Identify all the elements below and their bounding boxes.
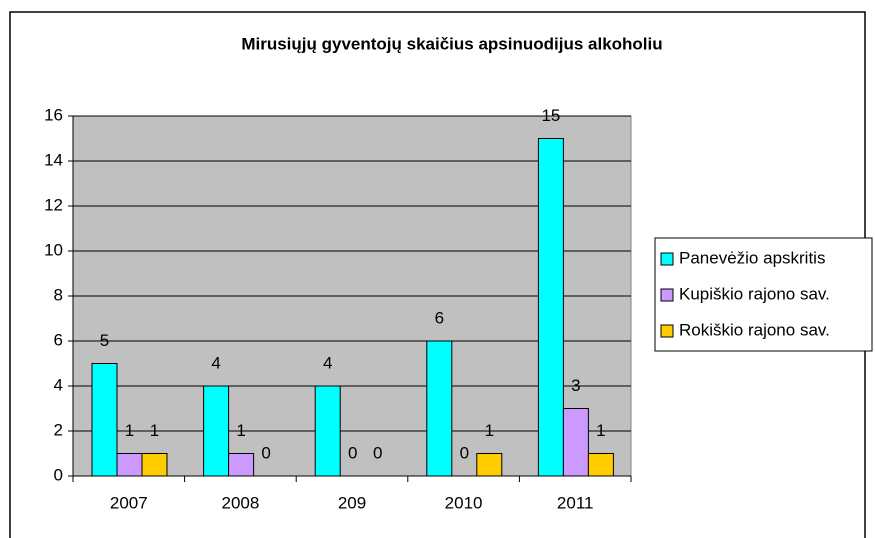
bar <box>203 385 230 477</box>
bar <box>476 453 503 477</box>
data-label: 15 <box>541 106 560 125</box>
data-label: 1 <box>125 421 134 440</box>
x-tick-label: 2008 <box>221 493 259 512</box>
bar <box>314 385 341 477</box>
y-tick-label: 16 <box>44 105 63 124</box>
data-label: 0 <box>348 443 357 462</box>
bar <box>141 453 168 477</box>
x-tick-label: 209 <box>338 493 366 512</box>
y-tick-label: 6 <box>54 330 63 349</box>
data-label: 1 <box>485 421 494 440</box>
data-label: 1 <box>236 421 245 440</box>
data-label: 5 <box>100 331 109 350</box>
bar <box>562 408 589 477</box>
y-tick-label: 0 <box>54 465 63 484</box>
y-tick-label: 12 <box>44 195 63 214</box>
legend-swatch <box>660 324 674 338</box>
legend-label: Kupiškio rajono sav. <box>679 284 830 303</box>
bar <box>426 340 453 477</box>
data-label: 4 <box>211 353 220 372</box>
bar <box>228 453 255 477</box>
data-label: 0 <box>373 443 382 462</box>
x-tick-label: 2007 <box>110 493 148 512</box>
data-label: 6 <box>435 308 444 327</box>
legend <box>654 237 873 352</box>
legend-swatch <box>660 288 674 302</box>
y-tick-label: 14 <box>44 150 63 169</box>
y-tick-label: 2 <box>54 420 63 439</box>
x-tick-label: 2011 <box>557 493 594 512</box>
legend-label: Panevėžio apskritis <box>679 248 825 267</box>
legend-label: Rokiškio rajono sav. <box>679 320 830 339</box>
data-label: 4 <box>323 353 332 372</box>
data-label: 1 <box>150 421 159 440</box>
chart-title: Mirusiųjų gyventojų skaičius apsinuodiju… <box>241 34 662 53</box>
data-label: 1 <box>596 421 605 440</box>
y-tick-label: 8 <box>54 285 63 304</box>
bar <box>587 453 614 477</box>
bar <box>116 453 143 477</box>
bar <box>537 138 564 477</box>
data-label: 3 <box>571 376 580 395</box>
bar <box>91 363 118 477</box>
y-tick-label: 10 <box>44 240 63 259</box>
y-tick-label: 4 <box>54 375 63 394</box>
data-label: 0 <box>261 443 270 462</box>
data-label: 0 <box>460 443 469 462</box>
x-tick-label: 2010 <box>445 493 483 512</box>
legend-swatch <box>660 252 674 266</box>
